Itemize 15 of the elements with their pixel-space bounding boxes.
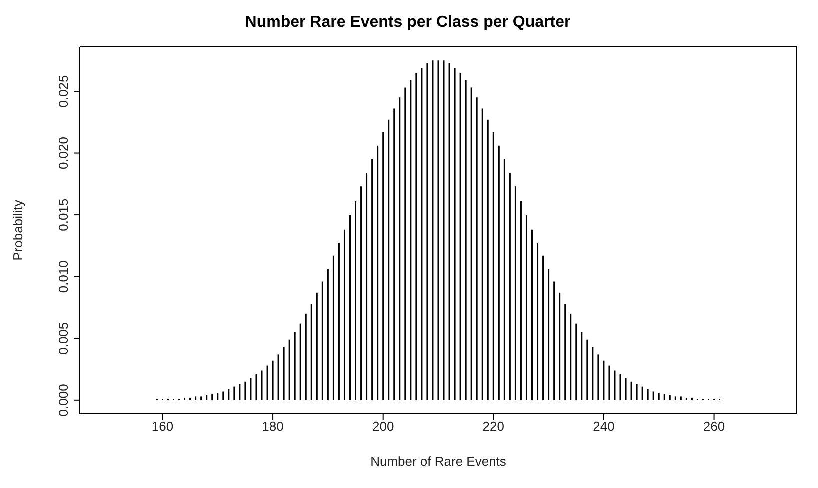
y-tick-label: 0.000 bbox=[56, 384, 71, 417]
x-tick-label: 200 bbox=[372, 419, 394, 434]
x-tick-label: 160 bbox=[152, 419, 174, 434]
chart-title: Number Rare Events per Class per Quarter bbox=[244, 13, 572, 33]
x-axis-title: Number of Rare Events bbox=[370, 454, 507, 469]
x-tick-label: 180 bbox=[262, 419, 284, 434]
y-axis-title: Probability bbox=[10, 200, 26, 261]
x-tick-label: 260 bbox=[703, 419, 726, 434]
y-tick-label: 0.010 bbox=[56, 260, 71, 294]
x-tick-label: 220 bbox=[482, 419, 505, 434]
y-tick-label: 0.015 bbox=[56, 198, 71, 232]
y-tick-label: 0.020 bbox=[56, 136, 71, 170]
y-tick-label: 0.005 bbox=[56, 322, 71, 355]
x-tick-label: 240 bbox=[593, 419, 615, 434]
y-tick-label: 0.025 bbox=[56, 75, 71, 108]
